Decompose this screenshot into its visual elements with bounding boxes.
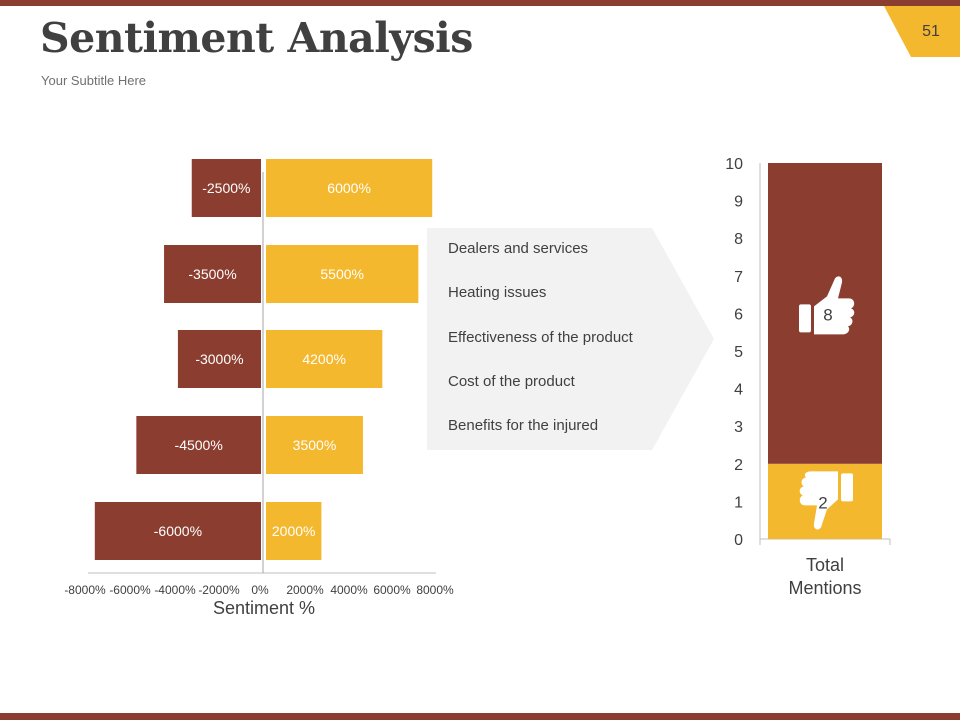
negative-bar [164,245,261,303]
y-tick-label: 9 [734,194,743,211]
positive-bar [266,502,322,560]
category-item: Heating issues [427,273,652,313]
page-subtitle: Your Subtitle Here [41,73,147,88]
positive-data-label: 5500% [320,266,364,282]
page-number: 51 [922,23,940,40]
positive-bar [266,245,419,303]
positive-data-label: 2000% [272,523,316,539]
category-item: Cost of the product [427,362,652,402]
thumbs-up-cuff [799,304,811,333]
page-number-tab: 51 [884,6,960,57]
x-tick-label: -6000% [109,583,151,597]
negative-data-label: -3500% [188,266,236,282]
y-tick-label: 8 [734,231,743,248]
y-tick-label: 10 [725,156,743,173]
category-item: Effectiveness of the product [427,318,652,358]
y-tick-label: 0 [734,532,743,549]
y-tick-label: 2 [734,457,743,474]
positive-bar [266,159,433,217]
thumbs-down-hand [799,471,838,530]
positive-bar [266,416,363,474]
thumbs-up-icon [799,276,855,335]
x-tick-label: 2000% [286,583,324,597]
category-item: Dealers and services [427,229,652,269]
negative-bar [136,416,261,474]
x-category-label: Mentions [788,578,861,598]
x-tick-label: 8000% [416,583,454,597]
x-category-label: Total [806,555,844,575]
x-tick-label: -2000% [198,583,240,597]
positive-data-label: 6000% [327,180,371,196]
thumbs-up-value-label: 8 [823,305,832,324]
negative-bar [177,330,261,388]
top-accent-bar [0,0,960,6]
category-item: Benefits for the injured [427,406,652,446]
x-tick-label: 6000% [373,583,411,597]
x-tick-label: -4000% [154,583,196,597]
y-tick-label: 1 [734,494,743,511]
negative-bar [191,159,261,217]
positive-data-label: 4200% [302,351,346,367]
x-axis-title: Sentiment % [213,598,315,618]
negative-bar [94,502,261,560]
positive-bar [266,330,383,388]
thumbs-down-icon [799,471,853,530]
negative-data-label: -2500% [202,180,250,196]
y-tick-label: 3 [734,419,743,436]
x-tick-label: -8000% [64,583,106,597]
negative-data-label: -4500% [175,437,223,453]
x-tick-label: 4000% [330,583,368,597]
y-tick-label: 5 [734,344,743,361]
negative-data-label: -6000% [154,523,202,539]
y-tick-label: 6 [734,306,743,323]
page-tab-shape [884,6,960,57]
y-tick-label: 7 [734,269,743,286]
page-title: Sentiment Analysis [40,14,473,62]
negative-data-label: -3000% [195,351,243,367]
bottom-accent-bar [0,713,960,720]
y-tick-label: 4 [734,382,743,399]
positive-data-label: 3500% [293,437,337,453]
thumbs-up-hand [814,276,855,335]
thumbs-down-value-label: 2 [818,493,827,512]
thumbs-down-cuff [841,473,853,502]
x-tick-label: 0% [251,583,269,597]
